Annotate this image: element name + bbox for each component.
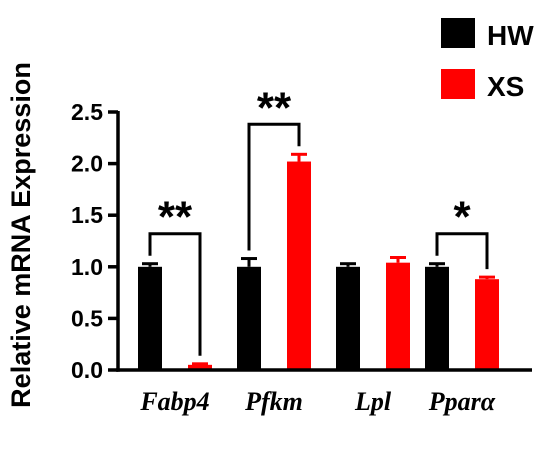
y-axis: 0.0 0.5 1.0 1.5 2.0 2.5 bbox=[71, 99, 120, 383]
y-tick-label: 2.0 bbox=[71, 151, 103, 177]
x-category-label: Pfkm bbox=[244, 387, 303, 416]
bar-xs bbox=[386, 262, 410, 370]
y-tick-label: 1.5 bbox=[71, 202, 103, 228]
significance-bracket bbox=[247, 122, 301, 251]
significance-label: ** bbox=[257, 83, 292, 132]
significance-label: * bbox=[453, 193, 471, 242]
legend-label-hw: HW bbox=[487, 20, 534, 51]
x-category-label: Fabp4 bbox=[139, 387, 209, 416]
bar-xs bbox=[287, 161, 311, 370]
significance-markers: ***** bbox=[148, 83, 489, 356]
y-tick-label: 0.0 bbox=[71, 357, 103, 383]
significance-label: ** bbox=[158, 193, 193, 242]
y-tick-label: 0.5 bbox=[71, 305, 103, 331]
bar-hw bbox=[138, 266, 162, 370]
bar-xs bbox=[188, 364, 212, 370]
bar-hw bbox=[425, 266, 449, 370]
y-tick-label: 1.0 bbox=[71, 254, 103, 280]
y-tick-label: 2.5 bbox=[71, 99, 103, 125]
bars bbox=[138, 152, 499, 370]
legend: HW XS bbox=[441, 18, 534, 102]
x-axis: Fabp4 Pfkm Lpl Pparα bbox=[116, 368, 532, 416]
x-category-label: Pparα bbox=[428, 387, 496, 416]
bar-hw bbox=[237, 266, 261, 370]
legend-swatch-xs bbox=[441, 69, 475, 99]
y-axis-label: Relative mRNA Expression bbox=[6, 62, 36, 408]
legend-swatch-hw bbox=[441, 18, 475, 48]
significance-bracket bbox=[148, 232, 202, 356]
significance-bracket bbox=[435, 232, 489, 270]
x-category-label: Lpl bbox=[354, 387, 392, 416]
bar-xs bbox=[475, 279, 499, 370]
legend-label-xs: XS bbox=[487, 71, 524, 102]
bar-hw bbox=[336, 266, 360, 370]
